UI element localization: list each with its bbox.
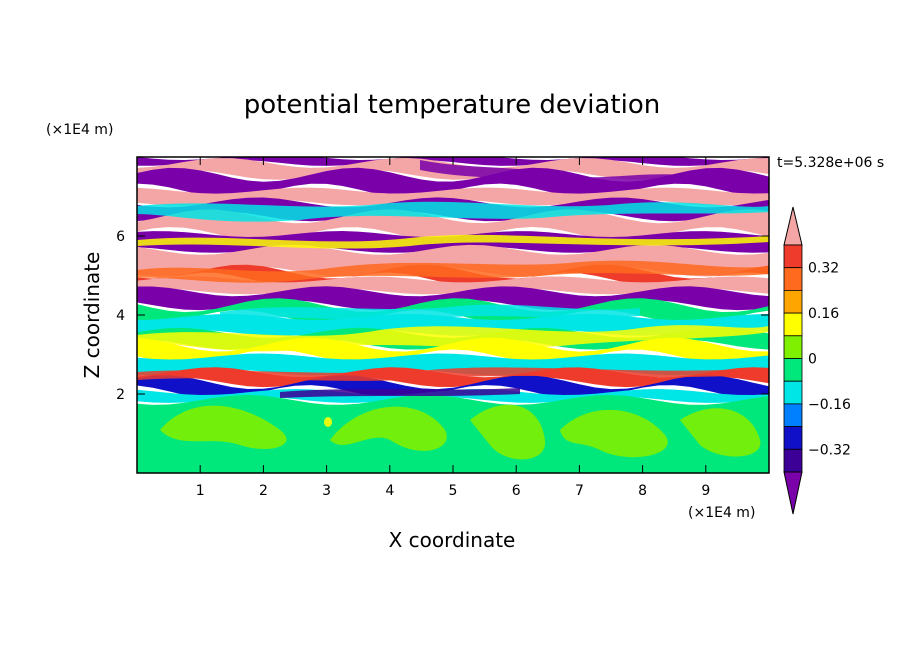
contour-layer: [137, 244, 769, 277]
time-label: t=5.328e+06 s: [777, 155, 884, 171]
colorbar-max-arrow: [783, 206, 803, 246]
colorbar: [783, 206, 803, 515]
colorbar-tick-label: −0.16: [808, 397, 851, 413]
x-axis-ticks: 1 2 3 4 5 6 7 8 9: [196, 157, 710, 499]
contour-layer: [137, 167, 769, 198]
contour-layer: [137, 187, 769, 206]
colorbar-tick-label: 0.32: [808, 261, 839, 277]
y-tick-label: 2: [116, 387, 125, 403]
x-tick-label: 9: [701, 483, 710, 499]
x-tick-label: 4: [385, 483, 394, 499]
upper-band-overlay: [137, 160, 769, 249]
x-tick-label: 3: [322, 483, 331, 499]
colorbar-swatch: [783, 312, 803, 337]
x-tick-label: 1: [196, 483, 205, 499]
colorbar-swatch: [783, 448, 803, 473]
colorbar-tick-label: 0.16: [808, 306, 839, 322]
contour-layer: [137, 314, 769, 336]
colorbar-swatch: [783, 380, 803, 405]
colorbar-swatch: [783, 426, 803, 450]
colorbar-min-arrow: [783, 471, 803, 515]
colorbar-swatch: [783, 267, 803, 291]
colorbar-tick-label: −0.32: [808, 442, 851, 458]
mid-turbulence-overlay: [137, 260, 769, 398]
chart-title: potential temperature deviation: [244, 90, 660, 120]
colorbar-swatch: [783, 335, 803, 359]
colorbar-swatch: [783, 358, 803, 382]
x-axis-label: X coordinate: [389, 528, 516, 552]
colorbar-tick-label: 0: [808, 352, 817, 368]
y-tick-label: 6: [116, 229, 125, 245]
colorbar-labels: 0.32 0.16 0 −0.16 −0.32: [808, 261, 851, 459]
lower-turbulence-overlay: [160, 404, 761, 460]
x-tick-label: 5: [449, 483, 458, 499]
colorbar-swatch: [783, 244, 803, 269]
y-axis-ticks: 2 4 6: [116, 229, 769, 403]
x-tick-label: 8: [638, 483, 647, 499]
colorbar-swatch: [783, 289, 803, 314]
x-tick-label: 6: [512, 483, 521, 499]
x-tick-label: 2: [259, 483, 268, 499]
y-tick-label: 4: [116, 308, 125, 324]
x-tick-label: 7: [575, 483, 584, 499]
contour-plot-area: [137, 157, 769, 473]
x-scale-label: (×1E4 m): [688, 505, 755, 521]
y-scale-label: (×1E4 m): [46, 122, 113, 138]
contour-layer: [137, 209, 769, 241]
y-axis-label: Z coordinate: [80, 252, 104, 379]
colorbar-swatch: [783, 403, 803, 427]
